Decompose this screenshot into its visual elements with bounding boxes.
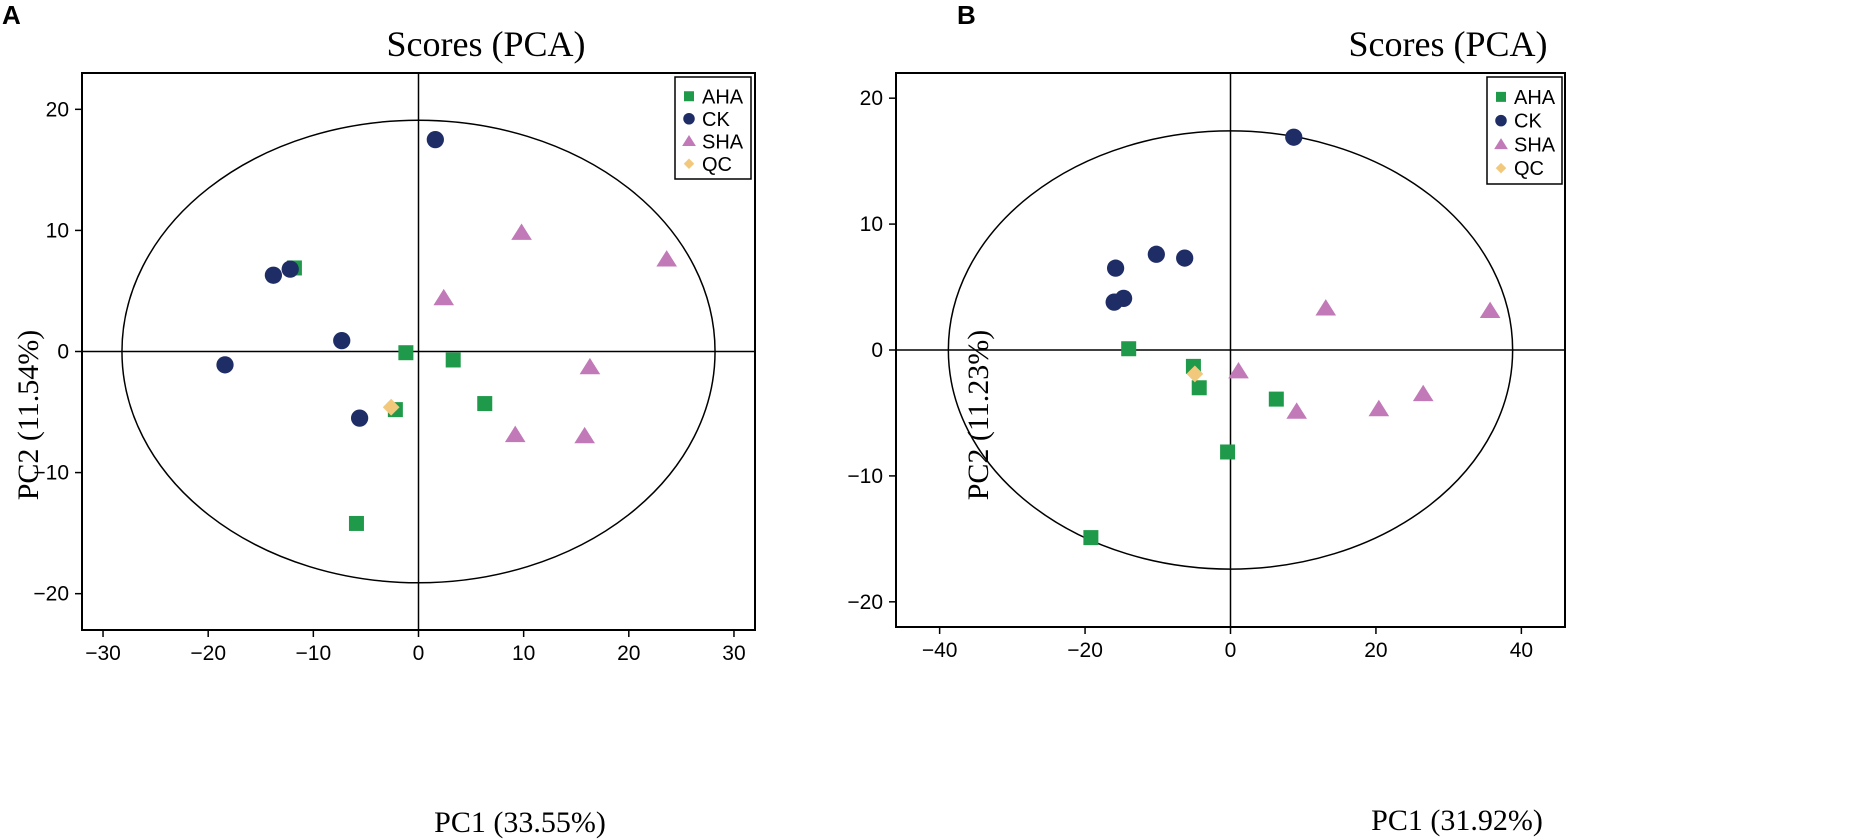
legend-label-aha: AHA [1514,87,1556,109]
y-tick-label: 0 [871,339,883,362]
legend-marker-ck [1495,114,1507,127]
legend-marker-sha [1494,138,1508,150]
x-tick-label: 20 [1364,639,1387,662]
y-tick-label: −10 [847,465,883,488]
point-sha [1286,402,1307,419]
legend-label-sha: SHA [1514,134,1556,156]
x-tick-label: −20 [1067,639,1103,662]
point-qc [382,398,400,416]
x-tick-label: 0 [413,642,425,665]
point-aha [1083,530,1099,546]
point-ck [1147,245,1165,263]
legend-marker-ck [683,113,695,125]
point-sha [1315,299,1337,316]
series-sha [1228,299,1501,419]
legend-marker-aha [684,91,694,102]
legend-label-qc: QC [702,154,732,176]
panel-b: B Scores (PCA) PC1 (31.92%) PC2 (11.23%)… [847,0,1566,837]
legend-label-ck: CK [702,109,730,131]
legend-label-qc: QC [1514,158,1544,180]
legend-marker-sha [682,135,696,146]
legend-label-aha: AHA [702,86,744,108]
point-ck [1176,249,1194,267]
point-aha [445,352,461,368]
y-tick-label: −10 [33,462,69,485]
point-ck [350,409,369,427]
point-qc [1186,365,1204,383]
point-sha [433,288,455,306]
legend-marker-qc [683,158,695,169]
x-tick-label: −40 [922,639,958,662]
point-ck [1106,259,1125,277]
y-tick-label: 10 [860,213,883,236]
x-tick-label: −10 [296,642,332,665]
x-tick-label: 0 [1225,639,1237,662]
panel-b-xlabel: PC1 (31.92%) [1371,804,1543,837]
series-aha [286,260,493,531]
panel-a-xlabel: PC1 (33.55%) [434,806,606,839]
point-sha [1368,399,1390,417]
x-tick-label: 10 [512,642,535,665]
point-aha [1121,341,1137,357]
series-aha [1083,341,1284,546]
y-tick-label: −20 [33,583,69,606]
series-ck [216,130,444,427]
point-sha [504,425,526,443]
point-sha [1228,362,1249,379]
point-ck [264,266,283,284]
panel-a-title: Scores (PCA) [387,24,586,64]
y-tick-label: 20 [46,98,69,121]
point-sha [579,357,601,375]
y-tick-label: 20 [860,87,883,110]
point-aha [1191,380,1207,396]
legend-label-ck: CK [1514,111,1542,133]
point-ck [1105,293,1123,311]
point-sha [1479,301,1501,318]
series-sha [433,223,677,444]
point-ck [333,331,351,350]
confidence-ellipse [947,130,1514,570]
panel-b-letter: B [957,0,976,30]
point-aha [1220,444,1236,460]
x-tick-label: 30 [722,642,745,665]
point-ck [281,260,299,278]
series-qc [382,398,400,416]
point-sha [1412,384,1434,402]
y-tick-label: 0 [57,341,69,364]
point-ck [216,356,234,374]
legend-label-sha: SHA [702,131,744,153]
y-tick-label: −20 [847,591,883,614]
confidence-ellipse [121,119,716,584]
legend-marker-aha [1496,91,1506,102]
point-aha [348,515,364,531]
point-aha [477,396,493,412]
point-ck [426,130,444,149]
panel-a-letter: A [2,0,21,30]
series-qc [1186,365,1204,383]
panel-b-ylabel: PC2 (11.23%) [962,330,995,501]
y-tick-label: 10 [46,219,69,242]
x-tick-label: −30 [85,642,121,665]
point-sha [574,426,595,444]
point-sha [656,250,677,267]
point-aha [398,345,414,361]
point-ck [1285,128,1303,146]
x-tick-label: −20 [190,642,226,665]
panel-a: A Scores (PCA) PC1 (33.55%) PC2 (11.54%)… [2,0,756,839]
legend-marker-qc [1495,162,1507,174]
x-tick-label: 20 [617,642,640,665]
series-ck [1105,128,1303,311]
point-aha [1268,391,1284,407]
point-sha [511,223,532,240]
x-tick-label: 40 [1510,639,1533,662]
panel-b-title: Scores (PCA) [1349,24,1548,64]
panel-a-ylabel: PC2 (11.54%) [12,330,45,501]
